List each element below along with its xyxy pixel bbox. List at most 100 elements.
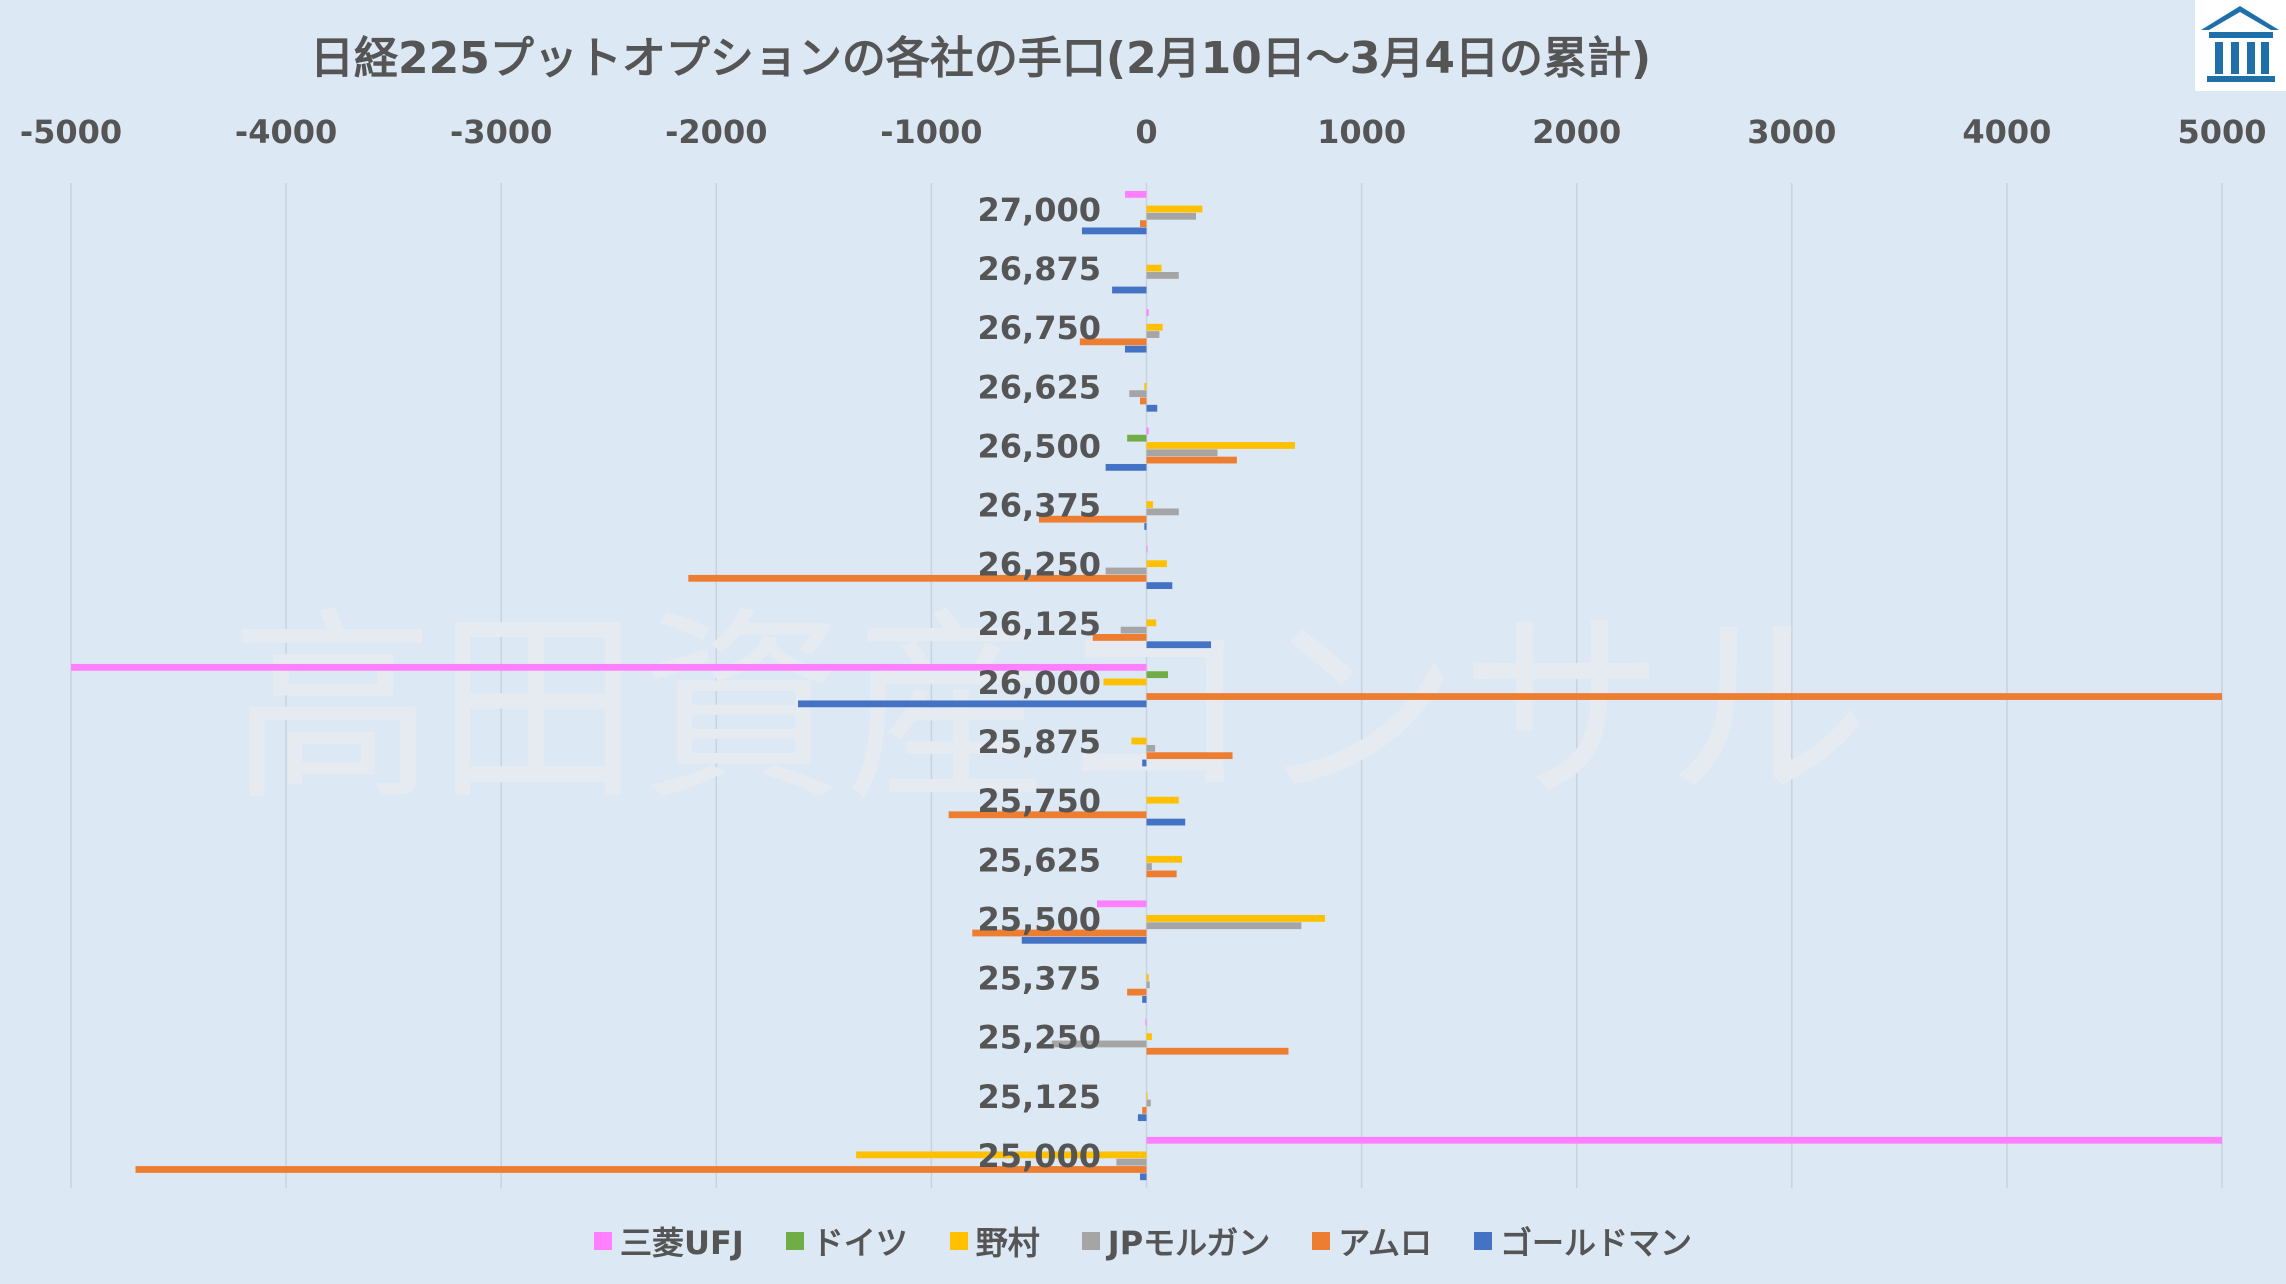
bar xyxy=(1146,863,1152,870)
category-label: 27,000 xyxy=(978,191,1101,229)
bar xyxy=(856,1151,1147,1159)
bars xyxy=(71,191,2222,1181)
category-labels: 27,000 26,875 26,750 26,625 26,500 26,375 26,2… xyxy=(978,191,1101,1175)
bar xyxy=(1146,508,1179,516)
bar xyxy=(1124,345,1147,353)
legend-item: JPモルガン xyxy=(1081,1218,1271,1264)
legend-swatch xyxy=(1312,1232,1331,1250)
bar xyxy=(1105,567,1147,575)
x-tick-label: 1000 xyxy=(1317,113,1406,151)
bar xyxy=(1146,309,1149,317)
bar xyxy=(1137,1114,1147,1122)
bar xyxy=(1146,641,1212,649)
category-label: 25,125 xyxy=(978,1078,1101,1116)
category-label: 26,625 xyxy=(978,368,1101,406)
bar xyxy=(1144,523,1147,530)
legend-label: 野村 xyxy=(975,1224,1040,1262)
chart-plot: 高田資産コンサル -5000 -4000 -3000 -2000 -1000 0 1000 2… xyxy=(20,113,2267,1188)
category-label: 25,875 xyxy=(978,723,1101,761)
bar xyxy=(1103,678,1147,686)
bar xyxy=(1146,449,1218,457)
bar xyxy=(1038,515,1147,523)
category-label: 26,125 xyxy=(978,605,1101,643)
legend-swatch xyxy=(1081,1232,1100,1250)
bar xyxy=(1146,974,1149,981)
legend-swatch xyxy=(785,1232,804,1250)
x-tick-label: 2000 xyxy=(1532,113,1621,151)
bar xyxy=(1145,1018,1147,1026)
bar xyxy=(135,1166,1147,1173)
bar xyxy=(1105,463,1147,471)
bar xyxy=(1146,560,1167,568)
bar xyxy=(1146,1033,1152,1041)
legend-label: JPモルガン xyxy=(1107,1224,1271,1262)
bar xyxy=(1146,922,1302,930)
bar xyxy=(1146,818,1186,826)
bar xyxy=(1116,1158,1147,1166)
bar xyxy=(1079,338,1147,346)
bar xyxy=(1146,693,2222,700)
x-tick-label: -1000 xyxy=(880,113,982,151)
bar xyxy=(1127,988,1147,996)
legend-swatch xyxy=(949,1232,968,1250)
bar xyxy=(1146,442,1295,449)
category-label: 26,875 xyxy=(978,250,1101,288)
bar xyxy=(1146,1092,1148,1100)
x-tick-label: -3000 xyxy=(450,113,552,151)
bar xyxy=(1131,737,1147,745)
bar xyxy=(1051,1040,1147,1048)
bar xyxy=(1120,626,1147,634)
x-axis-ticks: -5000 -4000 -3000 -2000 -1000 0 1000 2000 3000 40… xyxy=(20,113,2267,151)
bar xyxy=(71,663,1147,671)
category-label: 26,500 xyxy=(978,427,1101,465)
legend-item: 三菱UFJ xyxy=(594,1218,744,1264)
bar xyxy=(1146,1099,1151,1107)
bar xyxy=(1146,427,1149,435)
bar xyxy=(1112,286,1147,294)
bar xyxy=(1146,264,1162,272)
bar xyxy=(1146,752,1233,760)
category-label: 25,250 xyxy=(978,1019,1101,1057)
bar xyxy=(1146,796,1179,804)
category-label: 26,375 xyxy=(978,487,1101,525)
x-tick-label: 3000 xyxy=(1747,113,1836,151)
bar xyxy=(1146,404,1158,412)
bar xyxy=(688,574,1147,582)
legend: 三菱UFJ ドイツ 野村 JPモルガン アムロ ゴールドマン xyxy=(0,1218,2286,1264)
legend-label: 三菱UFJ xyxy=(620,1224,744,1262)
bar xyxy=(1146,744,1156,752)
bar xyxy=(1146,545,1148,553)
bar xyxy=(1146,331,1160,338)
x-tick-label: -2000 xyxy=(665,113,767,151)
bar xyxy=(798,700,1147,708)
bar xyxy=(1142,759,1147,767)
legend-item: アムロ xyxy=(1312,1218,1432,1264)
category-label: 25,750 xyxy=(978,782,1101,820)
legend-item: ドイツ xyxy=(785,1218,908,1264)
chart-title: 日経225プットオプションの各社の手口(2月10日～3月4日の累計) xyxy=(310,33,1652,84)
bar xyxy=(1146,915,1326,922)
logo-icon xyxy=(2195,0,2286,91)
bar xyxy=(1146,323,1163,331)
category-label: 25,000 xyxy=(978,1137,1101,1175)
category-label: 25,625 xyxy=(978,841,1101,879)
x-tick-label: 0 xyxy=(1135,113,1157,151)
bar xyxy=(1092,634,1147,641)
bar xyxy=(1146,619,1157,627)
bar xyxy=(1146,212,1196,220)
bar xyxy=(1146,981,1150,989)
bar xyxy=(1146,1047,1289,1055)
category-label: 26,250 xyxy=(978,546,1101,584)
x-tick-label: 4000 xyxy=(1962,113,2051,151)
legend-swatch xyxy=(1473,1232,1492,1250)
bar xyxy=(1142,1106,1147,1114)
category-label: 26,750 xyxy=(978,309,1101,347)
legend-item: 野村 xyxy=(949,1218,1040,1264)
bar xyxy=(1140,1173,1147,1181)
bar xyxy=(1097,900,1147,908)
bar xyxy=(1146,501,1153,508)
bar xyxy=(972,929,1147,937)
bar xyxy=(1144,382,1147,390)
bar xyxy=(1146,671,1169,679)
bar xyxy=(1140,397,1147,405)
